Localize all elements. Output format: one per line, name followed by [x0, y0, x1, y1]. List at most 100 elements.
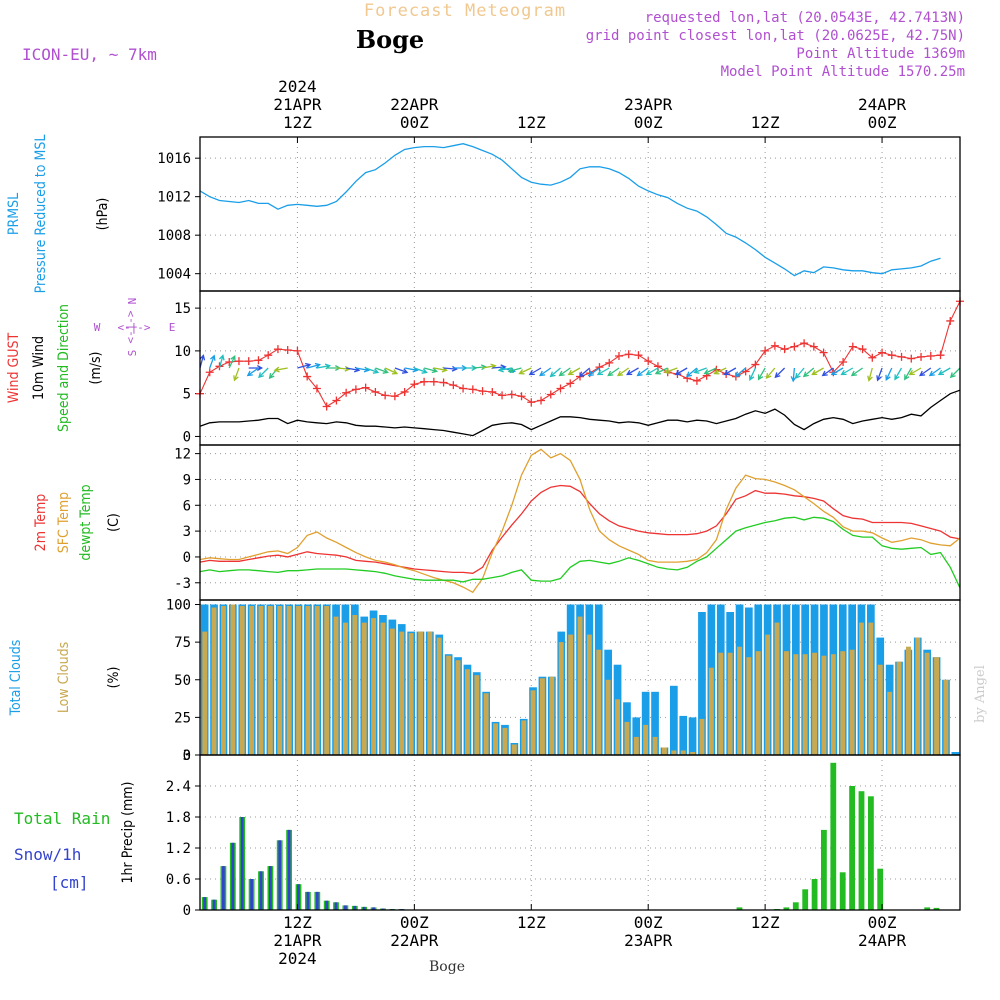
wind-direction-arrow	[518, 367, 532, 375]
wind-direction-arrow	[663, 367, 678, 374]
wind-direction-arrow	[616, 367, 630, 377]
wind-direction-arrow	[937, 367, 951, 376]
low-cloud-bar	[314, 606, 320, 755]
model-altitude: Model Point Altitude 1570.25m	[721, 64, 965, 80]
total-cloud-bar	[698, 612, 706, 755]
gust-marker	[332, 396, 341, 405]
wind-direction-arrow	[384, 367, 399, 375]
low-cloud-bar	[267, 606, 273, 755]
low-cloud-bar	[727, 652, 733, 755]
gust-marker	[420, 377, 429, 386]
low-cloud-bar	[249, 606, 255, 755]
wind-direction-arrow	[297, 362, 312, 369]
low-cloud-bar	[718, 652, 724, 755]
wind-direction-arrow	[840, 367, 854, 376]
y-axis-label: PRMSL	[6, 193, 22, 235]
y-axis-label: 10m Wind	[31, 336, 47, 400]
low-cloud-bar	[765, 634, 771, 755]
wind-direction-arrow	[273, 366, 288, 373]
snow-bar	[278, 840, 282, 911]
low-cloud-bar	[755, 651, 761, 755]
total-cloud-bar	[679, 715, 688, 755]
compass-vertical-arrow: <-|->	[124, 310, 137, 343]
wind-direction-arrow	[497, 366, 512, 373]
low-cloud-bar	[258, 606, 264, 755]
snow-bar	[259, 871, 263, 911]
low-cloud-bar	[690, 752, 696, 755]
low-cloud-bar	[239, 606, 245, 755]
wind-direction-arrow	[918, 367, 932, 377]
low-cloud-bar	[446, 655, 452, 755]
y-axis-label: (m/s)	[88, 352, 104, 385]
snow-bar	[287, 829, 291, 910]
gust-marker	[381, 391, 390, 400]
series-line-dewpt-temp	[199, 516, 961, 589]
snow-label: Snow/1h	[14, 845, 81, 864]
gust-marker	[273, 345, 282, 354]
gust-marker	[926, 352, 935, 361]
gust-marker	[819, 348, 828, 357]
low-cloud-bar	[483, 693, 489, 755]
wind-direction-arrow	[233, 367, 240, 382]
gust-marker	[205, 368, 214, 377]
y-tick-label: 5	[183, 387, 191, 403]
y-tick-label: 10	[174, 344, 191, 360]
time-label-top: 21APR	[273, 95, 322, 114]
rain-bar	[877, 868, 884, 910]
time-label-bottom: 12Z	[517, 913, 546, 932]
gust-marker	[478, 387, 487, 396]
y-tick-label: 50	[174, 673, 191, 689]
wind-direction-arrow	[607, 367, 620, 377]
wind-direction-arrow	[867, 367, 873, 382]
compass-east: E	[169, 321, 176, 334]
y-axis-label: 2m Temp	[33, 494, 49, 552]
gust-marker	[283, 346, 292, 355]
wind-direction-arrow	[549, 367, 561, 378]
y-axis-label: dewpt Temp	[78, 484, 94, 560]
y-tick-label: 3	[183, 748, 191, 764]
time-label-bottom: 12Z	[751, 913, 780, 932]
rain-bar	[933, 907, 940, 910]
gust-marker	[653, 362, 662, 371]
low-cloud-bar	[371, 618, 376, 755]
low-cloud-bar	[277, 606, 283, 755]
y-tick-label: 9	[183, 472, 191, 488]
wind-direction-arrow	[802, 367, 815, 378]
gust-marker	[878, 348, 887, 357]
low-cloud-bar	[465, 669, 470, 755]
gust-marker	[634, 351, 643, 360]
low-cloud-bar	[877, 664, 883, 755]
wind-direction-arrow	[734, 367, 747, 378]
snow-bar	[269, 866, 272, 910]
gust-marker	[468, 385, 477, 394]
wind-direction-arrow	[636, 367, 649, 377]
wind-direction-arrow	[908, 367, 922, 376]
snow-bar	[381, 908, 385, 910]
rain-bar	[792, 902, 799, 911]
gust-marker	[917, 352, 926, 361]
low-cloud-bar	[324, 606, 330, 755]
gust-marker	[566, 379, 575, 388]
low-cloud-bar	[436, 637, 442, 755]
low-cloud-bar	[577, 616, 583, 755]
footer-location: Boge	[429, 959, 465, 975]
snow-bar	[212, 899, 216, 910]
gust-marker	[624, 350, 633, 359]
low-cloud-bar	[840, 651, 846, 755]
wind-direction-arrow	[528, 367, 542, 376]
wind-direction-arrow	[703, 367, 717, 375]
low-cloud-bar	[699, 718, 705, 755]
gust-marker	[400, 387, 409, 396]
low-cloud-bar	[333, 616, 339, 755]
wind-speed-line	[199, 389, 961, 437]
wind-direction-arrow	[850, 367, 863, 377]
low-cloud-bar	[399, 631, 405, 755]
total-cloud-bar	[688, 717, 697, 755]
chart-title: Forecast Meteogram	[364, 1, 566, 21]
gust-marker	[254, 356, 263, 365]
time-label-top: 22APR	[390, 95, 439, 114]
y-axis-label: (hPa)	[95, 198, 111, 231]
time-label-top: 00Z	[634, 113, 663, 132]
y-tick-label: 0	[183, 550, 191, 566]
